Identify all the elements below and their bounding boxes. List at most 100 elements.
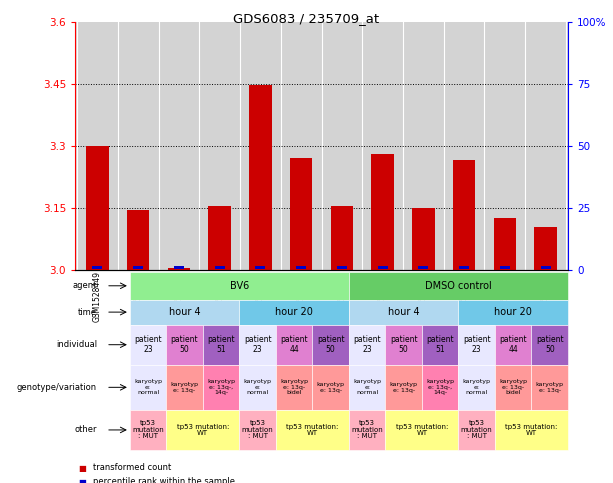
Text: karyotyp
e: 13q-: karyotyp e: 13q- xyxy=(390,382,417,393)
Bar xyxy=(313,365,349,410)
Bar xyxy=(531,365,568,410)
Text: BV6: BV6 xyxy=(230,281,249,291)
Bar xyxy=(349,365,386,410)
Bar xyxy=(130,325,166,365)
Bar xyxy=(86,146,109,270)
Bar xyxy=(459,266,469,269)
Bar xyxy=(531,325,568,365)
Text: patient
50: patient 50 xyxy=(317,335,345,354)
Bar xyxy=(249,85,272,270)
Bar xyxy=(130,410,166,450)
Bar xyxy=(127,210,150,270)
Bar xyxy=(459,365,495,410)
Text: agent: agent xyxy=(72,281,97,290)
Text: DMSO control: DMSO control xyxy=(425,281,492,291)
Bar xyxy=(349,410,386,450)
Text: karyotyp
e: 13q-: karyotyp e: 13q- xyxy=(170,382,199,393)
Bar xyxy=(422,325,459,365)
Bar xyxy=(239,410,276,450)
Text: patient
51: patient 51 xyxy=(427,335,454,354)
Bar xyxy=(130,272,349,299)
Bar xyxy=(174,266,184,269)
Bar xyxy=(203,325,239,365)
Text: GDS6083 / 235709_at: GDS6083 / 235709_at xyxy=(234,12,379,25)
Text: genotype/variation: genotype/variation xyxy=(17,383,97,392)
Text: tp53 mutation:
WT: tp53 mutation: WT xyxy=(286,424,338,436)
Text: hour 4: hour 4 xyxy=(169,307,200,317)
Text: hour 4: hour 4 xyxy=(388,307,419,317)
Text: tp53 mutation:
WT: tp53 mutation: WT xyxy=(396,424,448,436)
Bar xyxy=(276,365,313,410)
Bar xyxy=(337,267,347,269)
Bar xyxy=(166,410,239,450)
Bar xyxy=(459,299,568,325)
Text: patient
50: patient 50 xyxy=(171,335,199,354)
Text: patient
50: patient 50 xyxy=(536,335,563,354)
Text: karyotyp
e: 13q-
bidel: karyotyp e: 13q- bidel xyxy=(280,380,308,395)
Text: karyotyp
e: 13q-,
14q-: karyotyp e: 13q-, 14q- xyxy=(426,380,454,395)
Bar xyxy=(500,267,510,269)
Bar xyxy=(349,325,386,365)
Bar xyxy=(459,325,495,365)
Text: patient
23: patient 23 xyxy=(134,335,162,354)
Bar xyxy=(239,325,276,365)
Text: patient
23: patient 23 xyxy=(353,335,381,354)
Bar xyxy=(386,325,422,365)
Text: other: other xyxy=(74,426,97,434)
Text: karyotyp
e:
normal: karyotyp e: normal xyxy=(463,380,490,395)
Bar xyxy=(313,325,349,365)
Text: hour 20: hour 20 xyxy=(494,307,532,317)
Text: hour 20: hour 20 xyxy=(275,307,313,317)
Text: tp53
mutation
: MUT: tp53 mutation : MUT xyxy=(461,420,493,440)
Bar xyxy=(412,208,435,270)
Text: transformed count: transformed count xyxy=(93,464,172,472)
Text: patient
23: patient 23 xyxy=(463,335,490,354)
Bar xyxy=(495,410,568,450)
Bar xyxy=(493,218,516,270)
Bar xyxy=(203,365,239,410)
Bar xyxy=(296,266,306,269)
Bar xyxy=(130,299,239,325)
Text: ■: ■ xyxy=(78,478,86,483)
Bar xyxy=(422,365,459,410)
Text: patient
51: patient 51 xyxy=(207,335,235,354)
Bar xyxy=(290,158,313,270)
Text: patient
50: patient 50 xyxy=(390,335,417,354)
Bar xyxy=(93,267,102,269)
Bar xyxy=(168,268,190,270)
Bar xyxy=(239,365,276,410)
Bar xyxy=(130,365,166,410)
Bar xyxy=(330,206,353,270)
Bar xyxy=(495,325,531,365)
Text: time: time xyxy=(78,308,97,317)
Text: karyotyp
e:
normal: karyotyp e: normal xyxy=(353,380,381,395)
Bar xyxy=(276,410,349,450)
Text: tp53
mutation
: MUT: tp53 mutation : MUT xyxy=(351,420,383,440)
Bar xyxy=(418,267,428,269)
Bar xyxy=(256,266,265,269)
Bar xyxy=(239,299,349,325)
Text: tp53
mutation
: MUT: tp53 mutation : MUT xyxy=(242,420,273,440)
Text: karyotyp
e: 13q-
bidel: karyotyp e: 13q- bidel xyxy=(499,380,527,395)
Bar xyxy=(541,266,550,269)
Bar xyxy=(459,410,495,450)
Bar xyxy=(208,206,231,270)
Text: tp53 mutation:
WT: tp53 mutation: WT xyxy=(505,424,558,436)
Bar xyxy=(371,154,394,270)
Text: patient
44: patient 44 xyxy=(500,335,527,354)
Text: ■: ■ xyxy=(78,464,86,472)
Text: patient
23: patient 23 xyxy=(244,335,272,354)
Text: karyotyp
e:
normal: karyotyp e: normal xyxy=(134,380,162,395)
Bar xyxy=(349,272,568,299)
Text: tp53 mutation:
WT: tp53 mutation: WT xyxy=(177,424,229,436)
Bar xyxy=(378,266,387,269)
Text: tp53
mutation
: MUT: tp53 mutation : MUT xyxy=(132,420,164,440)
Text: karyotyp
e: 13q-: karyotyp e: 13q- xyxy=(536,382,564,393)
Bar xyxy=(166,325,203,365)
Bar xyxy=(215,266,225,269)
Bar xyxy=(386,365,422,410)
Text: percentile rank within the sample: percentile rank within the sample xyxy=(93,478,235,483)
Bar xyxy=(133,267,143,269)
Bar xyxy=(535,227,557,270)
Bar xyxy=(166,365,203,410)
